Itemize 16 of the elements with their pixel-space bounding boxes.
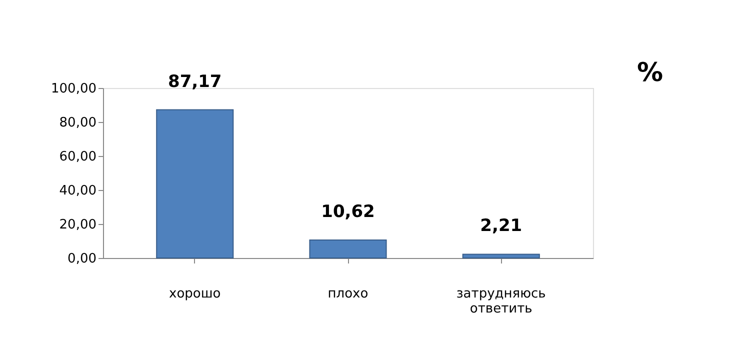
y-tick-label: 40,00 (59, 184, 96, 198)
data-label: 10,62 (321, 202, 375, 222)
text: % (636, 58, 663, 88)
x-tick-label: плохо (328, 286, 368, 302)
data-label: 87,17 (168, 72, 222, 92)
data-label: 2,21 (480, 216, 522, 236)
y-tick-label: 20,00 (59, 218, 96, 232)
y-tick-label: 0,00 (68, 252, 96, 266)
x-tick-label: затрудняюсь ответить (456, 286, 546, 316)
y-tick-label: 80,00 (59, 116, 96, 130)
bar (309, 239, 387, 258)
bar (156, 109, 234, 258)
x-tick-label: хорошо (169, 286, 221, 302)
y-tick-label: 60,00 (59, 150, 96, 164)
bar (462, 254, 540, 258)
y-tick-label: 100,00 (51, 82, 96, 96)
